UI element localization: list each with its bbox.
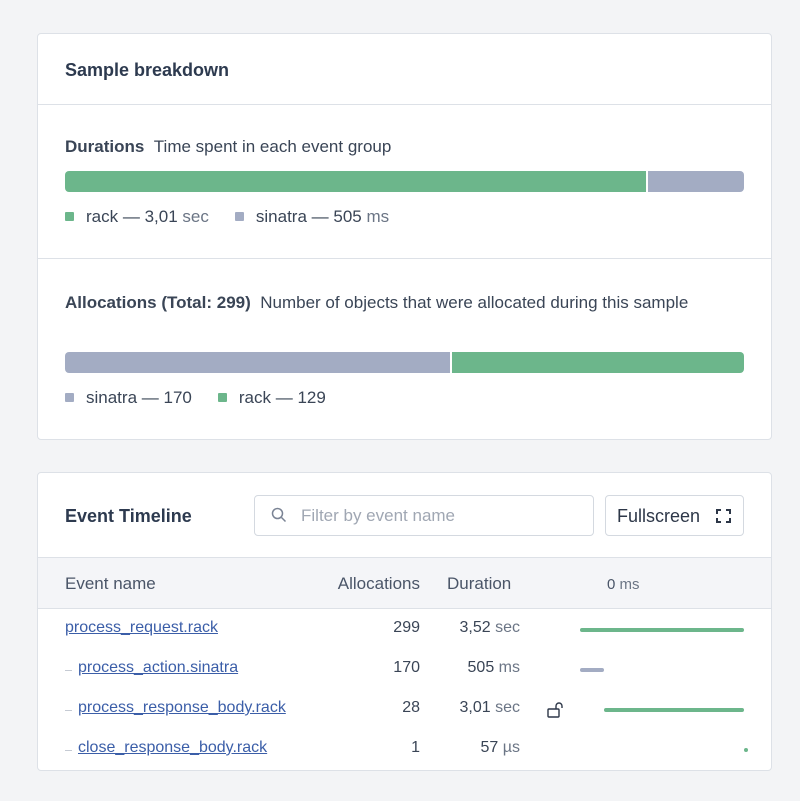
allocations-cell: 1: [411, 739, 420, 756]
bar-segment: [65, 352, 452, 373]
divider: [38, 104, 771, 105]
legend-name: rack: [86, 207, 119, 226]
legend-swatch: [217, 393, 227, 402]
legend-value: 3,01: [144, 207, 178, 226]
timeline-bar: [744, 748, 748, 752]
allocation-bar: [65, 352, 744, 373]
legend-unit: sec: [182, 207, 209, 226]
allocations-cell: 28: [402, 699, 420, 716]
allocations-cell: 299: [393, 619, 420, 636]
table-row: process_response_body.rack 28 3,01 sec: [38, 699, 771, 723]
section-description: Time spent in each event group: [153, 137, 392, 156]
tree-line: [65, 670, 72, 671]
card-title: Sample breakdown: [65, 60, 230, 80]
breakdown-card: Sample breakdown Durations Time spent in…: [37, 33, 772, 440]
section-heading: Durations Time spent in each event group: [65, 137, 391, 157]
legend: sinatra — 170 rack — 129: [65, 388, 352, 408]
duration-value: 505: [467, 659, 495, 676]
divider: [38, 557, 771, 558]
unlock-icon[interactable]: [547, 701, 567, 719]
bar-segment: [451, 352, 744, 373]
event-link[interactable]: process_request.rack: [65, 619, 218, 636]
legend-item: rack — 3,01 sec: [65, 207, 209, 226]
legend-swatch: [65, 212, 74, 221]
table-row: process_action.sinatra 170 505 ms: [38, 659, 771, 683]
duration-cell: 3,01 sec: [420, 699, 521, 717]
legend-unit: ms: [366, 207, 390, 226]
tree-line: [65, 710, 72, 711]
bar-segment: [647, 171, 744, 192]
duration-unit: sec: [495, 699, 520, 716]
section-description: Number of objects that were allocated du…: [260, 293, 689, 312]
divider: [38, 258, 771, 259]
search-icon: [271, 507, 287, 523]
axis-unit: ms: [619, 576, 640, 593]
bar-segment: [65, 171, 648, 192]
legend: rack — 3,01 sec sinatra — 505 ms: [65, 207, 415, 227]
event-link[interactable]: process_response_body.rack: [78, 699, 286, 716]
legend-item: rack — 129: [217, 388, 326, 407]
timeline-bar: [580, 628, 744, 632]
legend-item: sinatra — 505 ms: [234, 207, 390, 226]
event-link[interactable]: close_response_body.rack: [78, 739, 268, 756]
timeline-bar: [580, 668, 604, 672]
legend-name: sinatra: [255, 207, 307, 226]
axis-value: 0: [607, 576, 616, 593]
legend-name: rack: [238, 388, 271, 407]
allocations-cell: 170: [393, 659, 420, 676]
fullscreen-icon: [716, 509, 731, 523]
legend-separator: —: [311, 207, 329, 226]
legend-swatch: [65, 393, 74, 402]
legend-value: 129: [297, 388, 326, 407]
timeline-bar: [604, 708, 744, 712]
duration-value: 57: [480, 739, 499, 756]
duration-cell: 57 µs: [420, 739, 520, 757]
duration-value: 3,52: [459, 619, 491, 636]
duration-unit: µs: [502, 739, 520, 756]
search-placeholder: Filter by event name: [301, 506, 456, 525]
button-label: Fullscreen: [617, 506, 701, 526]
table-header: [38, 558, 771, 608]
search-input[interactable]: Filter by event name: [254, 495, 594, 536]
fullscreen-button[interactable]: Fullscreen: [605, 495, 744, 536]
duration-unit: ms: [498, 659, 520, 676]
legend-separator: —: [122, 207, 140, 226]
section-title: Durations: [65, 137, 145, 156]
table-row: process_request.rack 299 3,52 sec: [38, 619, 771, 643]
column-header: Duration: [447, 574, 512, 593]
column-header: Event name: [65, 574, 156, 593]
column-header: Allocations: [337, 574, 420, 593]
section-title: Allocations (Total: 299): [65, 293, 251, 312]
card-title: Event Timeline: [65, 506, 192, 526]
legend-name: sinatra: [86, 388, 138, 407]
section-heading: Allocations (Total: 299) Number of objec…: [65, 289, 735, 317]
duration-bar: [65, 171, 744, 192]
duration-cell: 3,52 sec: [420, 619, 521, 637]
duration-value: 3,01: [459, 699, 491, 716]
legend-separator: —: [275, 388, 293, 407]
axis-start: 0 ms: [607, 576, 640, 593]
legend-value: 505: [333, 207, 362, 226]
tree-line: [65, 750, 72, 751]
divider: [38, 608, 771, 609]
duration-unit: sec: [495, 619, 520, 636]
duration-cell: 505 ms: [420, 659, 520, 677]
table-row: close_response_body.rack 1 57 µs: [38, 739, 771, 763]
event-link[interactable]: process_action.sinatra: [78, 659, 239, 676]
timeline-card: Event Timeline Filter by event name Full…: [37, 472, 772, 771]
legend-swatch: [234, 212, 244, 221]
legend-value: 170: [163, 388, 192, 407]
legend-separator: —: [141, 388, 159, 407]
legend-item: sinatra — 170: [65, 388, 192, 407]
